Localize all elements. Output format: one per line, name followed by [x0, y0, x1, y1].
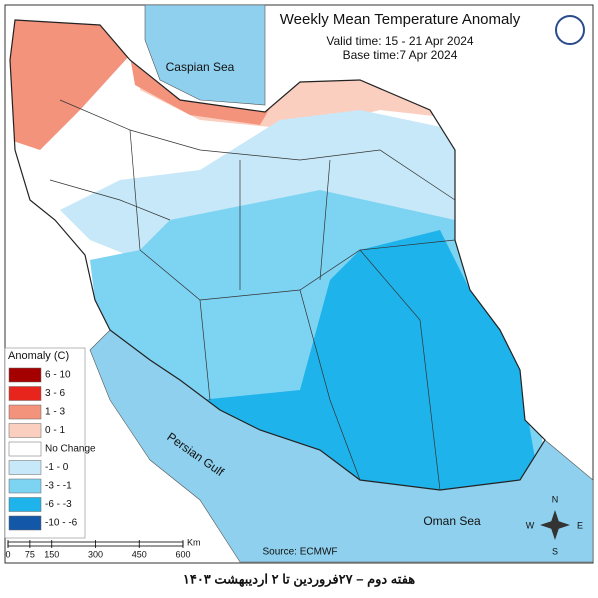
- scale-label: 150: [44, 549, 59, 559]
- scale-label: 450: [132, 549, 147, 559]
- legend-swatch: [8, 460, 42, 475]
- scale-unit: Km: [187, 537, 201, 547]
- caspian-label: Caspian Sea: [166, 60, 235, 74]
- legend-swatch: [8, 478, 42, 494]
- legend-swatch: [8, 515, 42, 531]
- legend-swatch: [8, 497, 42, 512]
- legend-label: 0 - 1: [45, 425, 65, 436]
- compass-rose: [540, 510, 570, 540]
- compass-w: W: [526, 520, 535, 530]
- legend-label: -6 - -3: [45, 499, 72, 510]
- compass: N E S W: [526, 494, 583, 556]
- legend: Anomaly (C) 6 - 10 3 - 6 1 - 3 0 - 1 No Chan…: [4, 347, 96, 539]
- legend-label: No Change: [45, 444, 96, 455]
- cold-zone: [200, 230, 545, 490]
- province-borders: [49, 99, 456, 491]
- legend-swatch: [8, 367, 42, 383]
- legend-label: -10 - -6: [45, 518, 78, 529]
- scale-label: 600: [175, 549, 190, 559]
- valid-time: Valid time: 15 - 21 Apr 2024: [326, 34, 474, 48]
- legend-label: 3 - 6: [45, 388, 65, 399]
- caspian-sea: [144, 4, 266, 106]
- legend-swatch: [8, 423, 42, 438]
- source: Source: ECMWF: [262, 547, 337, 558]
- legend-label: 6 - 10: [45, 370, 71, 381]
- legend-label: -1 - 0: [45, 462, 69, 473]
- logo: [555, 15, 585, 45]
- scale-bar: 0 75 150 300 450 600 Km: [5, 537, 200, 559]
- country-border: [9, 19, 546, 491]
- compass-e: E: [577, 520, 583, 530]
- legend-swatch: [8, 441, 42, 457]
- legend-swatch: [8, 386, 42, 401]
- legend-label: 1 - 3: [45, 407, 65, 418]
- legend-swatch: [8, 404, 42, 420]
- base-time: Base time:7 Apr 2024: [343, 48, 458, 62]
- compass-n: N: [552, 494, 559, 504]
- oman-sea-label: Oman Sea: [423, 514, 481, 528]
- warm-zone: [10, 20, 270, 150]
- caption: هفته دوم – ۲۷فروردین تا ۲ اردیبهشت ۱۴۰۳: [183, 571, 415, 587]
- legend-label: -3 - -1: [45, 481, 72, 492]
- scale-label: 75: [25, 549, 35, 559]
- map-title: Weekly Mean Temperature Anomaly: [280, 11, 521, 28]
- scale-label: 0: [5, 549, 10, 559]
- scale-label: 300: [88, 549, 103, 559]
- compass-s: S: [552, 546, 558, 556]
- legend-title: Anomaly (C): [8, 350, 69, 362]
